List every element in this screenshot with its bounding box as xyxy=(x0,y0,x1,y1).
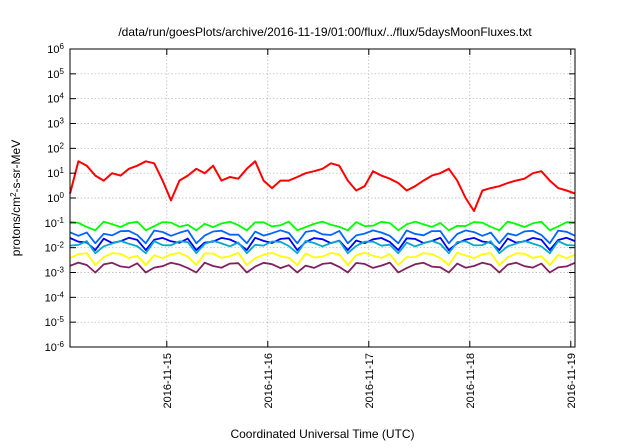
y-tick-label: 105 xyxy=(47,66,64,81)
y-tick-label: 10-6 xyxy=(45,340,65,355)
x-axis-label: Coordinated Universal Time (UTC) xyxy=(230,427,414,441)
y-axis-label: protons/cm2-s-sr-MeV xyxy=(9,140,24,256)
series-line xyxy=(69,251,576,266)
chart-title: /data/run/goesPlots/archive/2016-11-19/0… xyxy=(118,25,532,39)
y-tick-label: 10-4 xyxy=(45,290,65,305)
x-tick-label: 2016-11-18 xyxy=(465,353,477,408)
y-tick-label: 10-3 xyxy=(45,265,65,280)
series-line xyxy=(69,220,576,232)
y-tick-label: 101 xyxy=(47,166,64,181)
y-tick-label: 10-5 xyxy=(45,315,65,330)
y-axis-label-unit: -s-sr-MeV xyxy=(9,140,23,193)
x-tick-label: 2016-11-16 xyxy=(263,353,275,408)
series-line xyxy=(69,160,576,212)
series-line xyxy=(69,261,576,274)
y-tick-label: 100 xyxy=(47,191,64,206)
y-tick-label: 104 xyxy=(47,91,64,106)
y-tick-label: 10-2 xyxy=(45,240,65,255)
grid xyxy=(70,49,575,347)
y-tick-label: 10-1 xyxy=(45,215,65,230)
y-ticks: 10-6 10-5 10-4 10-3 10-2 10-1 100 101 102 103 104 1… xyxy=(45,42,575,355)
y-tick-label: 106 xyxy=(47,42,64,57)
x-tick-label: 2016-11-15 xyxy=(162,353,174,408)
y-tick-label: 103 xyxy=(47,116,64,131)
series-line xyxy=(69,229,576,245)
series-group xyxy=(69,160,576,274)
y-tick-label: 102 xyxy=(47,141,64,156)
y-axis-label-text: protons/cm xyxy=(9,197,23,256)
x-ticks: 2016-11-15 2016-11-16 2016-11-17 2016-11-18… xyxy=(162,49,578,408)
x-tick-label: 2016-11-17 xyxy=(364,353,376,408)
y-axis-label-exponent: 2 xyxy=(9,192,18,197)
x-tick-label: 2016-11-19 xyxy=(566,353,578,408)
series-line xyxy=(69,239,576,255)
